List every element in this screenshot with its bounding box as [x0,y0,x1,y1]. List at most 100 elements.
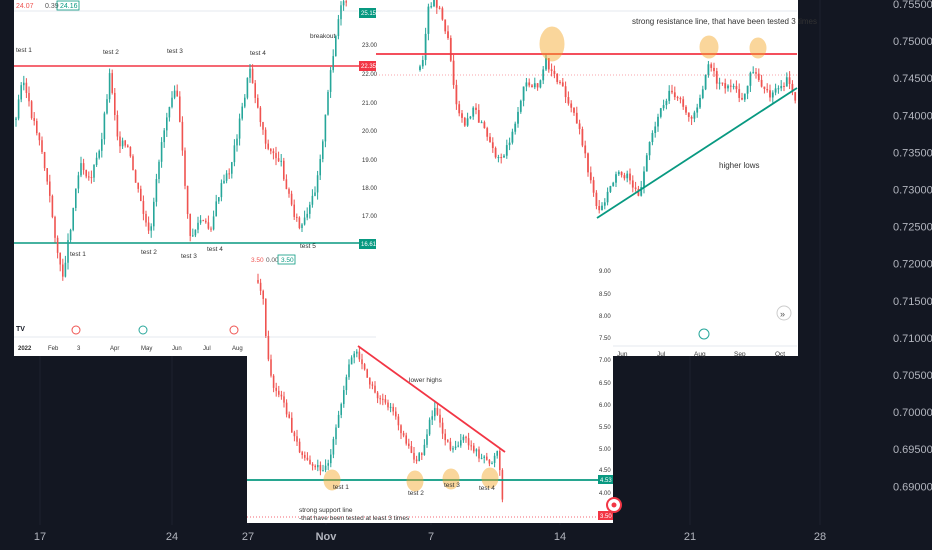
bot-candle [392,406,394,412]
ohlc-change: 0.39 [45,3,59,10]
tl-candle [142,201,145,214]
price-tick-label: 0.74500 [893,73,932,85]
main-candle [785,77,788,87]
tl-candle [85,170,87,177]
main-candle [603,202,606,206]
bot-candle [280,394,283,397]
main-candle [707,64,710,75]
tl-candle [288,189,290,194]
tl-candle [134,170,137,183]
tl-candle [277,158,280,162]
price-tick-label: 5.50 [599,425,611,431]
bot-candle [488,459,491,464]
tl-candle [314,192,316,196]
bot-candle [478,449,480,459]
main-candle [489,136,491,143]
tl-candle [223,180,225,184]
tl-candle [51,195,54,218]
resistance-label: 22.35 [361,64,377,70]
bot-candle [475,449,478,452]
bot-candle [454,446,457,449]
price-tick-label: 0.75500 [893,0,932,11]
bot-candle [470,445,472,447]
tl-candle [168,106,171,118]
main-candle [749,72,752,86]
bot-candle [473,445,475,452]
main-candle [668,90,671,101]
bot-candle [262,290,264,299]
main-candle [477,110,480,123]
price-tick-label: 0.69500 [893,444,932,456]
tl-candle [264,129,267,144]
dividend-icon[interactable] [138,325,148,335]
price-tick-label: 5.00 [599,447,611,453]
alert-icon-dot [611,502,617,508]
ohlc-change: 0.00 [266,257,279,264]
tl-candle [176,90,178,97]
main-candle [542,69,545,81]
annotation-label: test 1 [16,47,32,54]
tl-candle [342,1,345,6]
tl-candle [233,145,236,163]
forward-arrows-icon[interactable] [776,305,792,321]
dividend-icon[interactable] [698,328,710,340]
main-candle [732,86,735,88]
bot-candle [345,377,348,391]
time-tick-label: 28 [814,531,826,543]
main-price-axis[interactable]: 0.75500 0.75000 0.74500 0.74000 0.73500 0.730… [893,0,932,493]
time-tick-label: Jul [203,346,211,352]
bot-candle [405,435,407,444]
main-candle [741,97,743,100]
time-tick-label: Sep [734,351,746,358]
tl-candle [298,217,301,228]
tl-candle [25,82,28,94]
tl-candle [254,83,256,98]
main-candle [715,71,718,84]
main-candle [564,86,567,98]
tl-candle [90,177,93,179]
tl-candle [153,201,155,227]
tl-candle [82,163,85,171]
price-tick-label: 22.00 [362,72,378,78]
main-candle [724,83,727,89]
bot-candle [439,414,441,423]
earnings-icon[interactable] [71,325,81,335]
earnings-icon[interactable] [229,325,239,335]
main-candle [536,83,539,88]
price-tick-label: 25.15 [361,11,377,17]
bot-candle [327,463,329,466]
main-candle [685,106,687,113]
main-time-axis[interactable]: 17 24 27 Nov 7 14 21 28 [34,531,826,543]
main-candle [598,206,601,211]
main-candle [771,92,774,98]
tl-candle [38,133,41,141]
tradingview-logo-icon[interactable]: TV [16,326,25,333]
main-candle [469,116,472,119]
bot-candle [496,450,498,456]
tl-candle [95,157,98,165]
top-left-content: 24.07 0.39 24.16 25.15 23.00 22.00 21.00 20.00 1… [14,0,378,352]
main-candle [575,112,578,124]
tl-candle [121,140,124,147]
main-candle [531,85,533,88]
main-candle [589,172,592,181]
price-tick-label: 0.70500 [893,370,932,382]
time-tick-label: Apr [110,346,119,352]
tl-candle [270,148,272,152]
price-tick-label: 6.50 [599,381,611,387]
bot-candle [480,457,483,459]
main-candle [539,80,542,88]
annotation-label: test 1 [70,251,86,258]
main-candle [533,83,536,88]
main-candle [424,33,427,61]
tl-candle [319,158,321,176]
tl-candle [324,114,327,142]
main-candle [528,82,531,86]
lower-highs-line [357,345,506,453]
main-candle [573,107,575,113]
test-highlight [406,470,424,492]
annotation-label: test 2 [141,249,157,256]
time-tick-label: 17 [34,531,46,543]
main-candle [433,0,435,7]
